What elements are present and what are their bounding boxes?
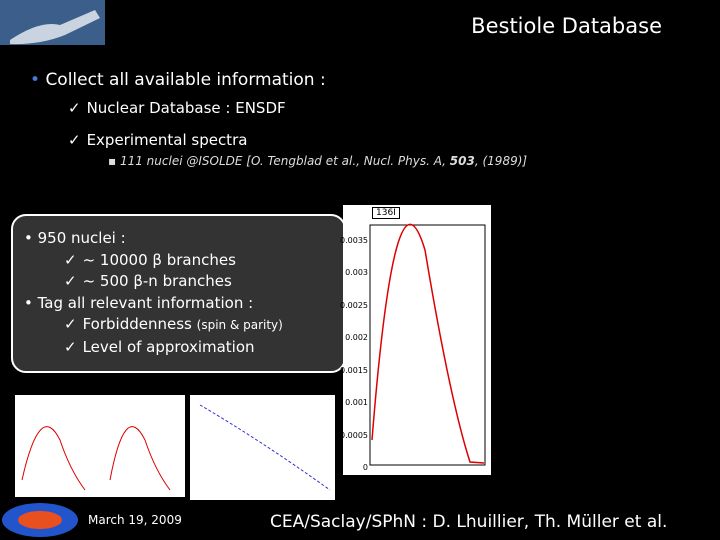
small-curves <box>21 426 171 491</box>
small-plots <box>15 395 185 497</box>
title: Bestiole Database <box>471 14 662 38</box>
middle-plot <box>190 395 335 500</box>
callout-item: ~ 10000 β branches <box>82 250 236 269</box>
sub-bullet: ✓ Nuclear Database : ENSDF <box>68 99 286 117</box>
callout-line: ✓ Level of approximation <box>64 337 255 356</box>
callout-line: • Tag all relevant information : <box>24 293 254 312</box>
callout-item: Forbiddenness <box>82 315 192 333</box>
callout-note: (spin & parity) <box>196 318 283 332</box>
plot-tick-label: 0.001 <box>345 398 368 408</box>
plot-tick-label: 0.0025 <box>340 300 368 310</box>
sub-text: Nuclear Database : ENSDF <box>86 99 286 117</box>
callout-item: ~ 500 β-n branches <box>82 272 232 290</box>
plot-tick-label: 0 <box>362 463 368 472</box>
sub-bullet: ✓ Experimental spectra <box>68 131 248 149</box>
callout-line: ✓ Forbiddenness (spin & parity) <box>64 315 283 333</box>
callout-line: • 950 nuclei : <box>24 229 126 247</box>
footer-date: March 19, 2009 <box>88 513 182 527</box>
photo-hand <box>10 10 100 45</box>
callout-item: Level of approximation <box>82 337 255 356</box>
sub-text: Experimental spectra <box>86 131 248 149</box>
callout-text: • 950 nuclei : ✓ ~ 10000 β branches ✓ ~ 50… <box>24 228 283 358</box>
bullet-text: Collect all available information : <box>45 70 326 90</box>
callout-line: ✓ ~ 10000 β branches <box>64 250 236 269</box>
reference: ▪ 111 nuclei @ISOLDE [O. Tengblad et al.… <box>108 154 528 168</box>
reference-text: 111 nuclei @ISOLDE [O. Tengblad et al., … <box>119 154 450 168</box>
bullet: • Collect all available information : <box>30 70 326 90</box>
plot-tick-label: 0.0035 <box>340 236 368 245</box>
callout-item: Tag all relevant information : <box>37 293 254 312</box>
plot-frame <box>343 205 491 475</box>
logo-core <box>18 511 62 529</box>
middle-curve <box>199 404 331 491</box>
reference-volume: 503 <box>449 154 475 168</box>
plot-curve <box>371 223 485 464</box>
reference-year: , (1989)] <box>474 154 528 168</box>
callout-line: ✓ ~ 500 β-n branches <box>64 272 232 290</box>
footer-authors: CEA/Saclay/SPhN : D. Lhuillier, Th. Müll… <box>270 512 668 532</box>
callout-item: 950 nuclei : <box>37 229 126 247</box>
plot-axes <box>369 224 486 466</box>
plot-tick-label: 0.0015 <box>340 365 368 375</box>
plot-tick-label: 0.0005 <box>340 430 368 440</box>
plot-title: 136I <box>372 207 400 219</box>
plot-tick-label: 0.003 <box>345 268 368 278</box>
plot-tick-label: 0.002 <box>345 333 368 343</box>
